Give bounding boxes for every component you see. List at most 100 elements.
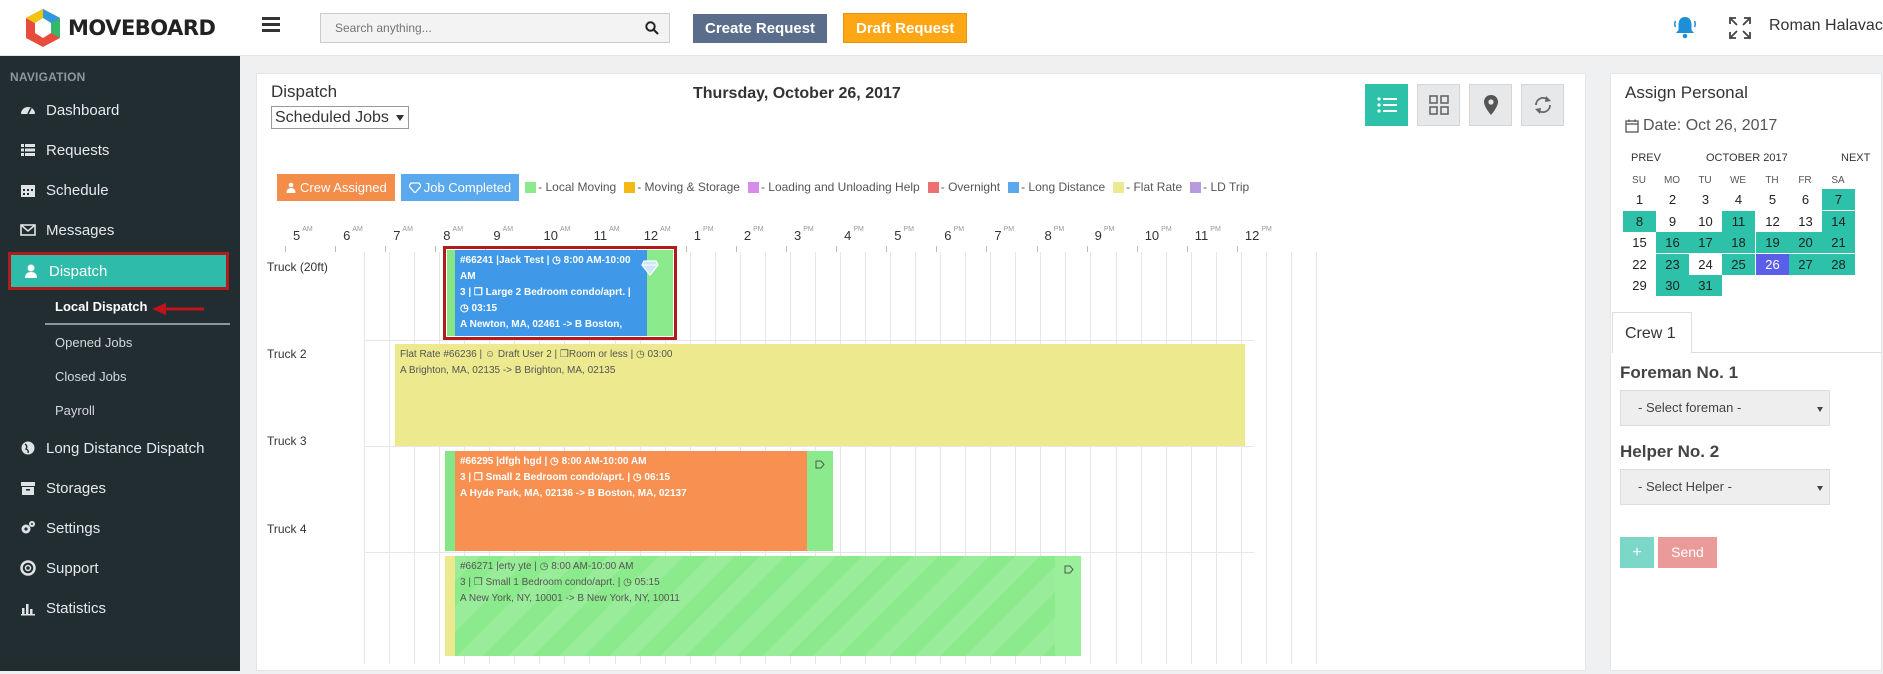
hour-tick: [335, 246, 337, 252]
calendar-day[interactable]: 11: [1722, 210, 1755, 232]
calendar-day[interactable]: 31: [1689, 275, 1722, 296]
foreman-select[interactable]: - Select foreman -: [1620, 390, 1830, 426]
job-card-66271[interactable]: #66271 |erty yte | ◷ 8:00 AM-10:00 AM 3 …: [455, 556, 1055, 656]
calendar-day[interactable]: 29: [1632, 278, 1647, 293]
create-request-button[interactable]: Create Request: [693, 14, 828, 43]
calendar-day[interactable]: 24: [1698, 256, 1713, 272]
calendar-icon: [1625, 119, 1639, 133]
hour-label: 6 AM: [343, 226, 363, 243]
sidebar-sub-payroll[interactable]: Payroll: [55, 403, 95, 418]
calendar-day[interactable]: 4: [1734, 192, 1743, 207]
diamond-icon: [408, 181, 421, 193]
sidebar-item-dashboard[interactable]: Dashboard: [0, 90, 240, 130]
sidebar-item-label: Requests: [46, 141, 110, 159]
hour-tick: [635, 246, 637, 252]
logo[interactable]: MOVEBOARD: [22, 6, 216, 50]
grid-line: [1315, 252, 1317, 664]
job-filter-select[interactable]: Scheduled Jobs: [271, 106, 409, 129]
sidebar-item-storages[interactable]: Storages: [0, 468, 240, 508]
calendar-day[interactable]: 15: [1632, 235, 1647, 250]
calendar-day[interactable]: 8: [1623, 210, 1656, 232]
job-details: 3 | ❒ Small 2 Bedroom condo/aprt. | ◷ 06…: [460, 472, 671, 483]
legend-flat-rate: - Flat Rate: [1113, 180, 1182, 194]
sidebar-item-dispatch[interactable]: Dispatch: [8, 252, 229, 290]
grid-line: [839, 252, 841, 664]
job-header: #66241 |Jack Test | ◷ 8:00 AM-10:00 AM: [460, 255, 631, 282]
calendar-day[interactable]: 9: [1668, 213, 1677, 229]
calendar-day[interactable]: 21: [1822, 232, 1855, 253]
job-card-66295[interactable]: #66295 |dfgh hgd | ◷ 8:00 AM-10:00 AM 3 …: [455, 451, 807, 551]
sidebar-sub-local-dispatch[interactable]: Local Dispatch: [55, 299, 148, 314]
grid-line: [1215, 252, 1217, 664]
sidebar-item-label: Messages: [46, 221, 115, 239]
sidebar-item-requests[interactable]: Requests: [0, 130, 240, 170]
calendar-day[interactable]: 23: [1656, 253, 1689, 275]
job-card-66236[interactable]: Flat Rate #66236 | ☺ Draft User 2 | ❒Roo…: [395, 344, 1245, 446]
search-input[interactable]: [321, 14, 631, 42]
calendar-day[interactable]: 10: [1698, 213, 1713, 229]
hour-label: 9 AM: [493, 226, 514, 243]
calendar-day[interactable]: 2: [1668, 192, 1677, 207]
calendar-day[interactable]: 16: [1656, 232, 1689, 253]
sidebar-item-statistics[interactable]: Statistics: [0, 588, 240, 628]
notification-bell-icon[interactable]: [1674, 15, 1696, 39]
assign-date: Date: Oct 26, 2017: [1625, 117, 1777, 135]
calendar-day[interactable]: 30: [1656, 275, 1689, 296]
sidebar-item-label: Statistics: [46, 599, 107, 617]
search-icon[interactable]: [645, 21, 659, 35]
grid-line: [1040, 252, 1042, 664]
grid-line: [414, 252, 416, 664]
hour-label: 11 AM: [593, 226, 620, 243]
calendar-day[interactable]: 26: [1756, 253, 1789, 275]
hour-tick: [1036, 246, 1038, 252]
sidebar-item-long-distance-dispatch[interactable]: Long Distance Dispatch: [0, 428, 240, 468]
grid-line: [890, 252, 892, 664]
tab-crew-1[interactable]: Crew 1: [1612, 312, 1692, 353]
calendar-day[interactable]: 14: [1822, 210, 1855, 232]
calendar-day[interactable]: 17: [1689, 232, 1722, 253]
sidebar-item-schedule[interactable]: Schedule: [0, 170, 240, 210]
calendar-day[interactable]: 6: [1801, 192, 1810, 207]
calendar-day[interactable]: 20: [1789, 232, 1822, 253]
calendar-day[interactable]: 22: [1632, 256, 1647, 272]
calendar-day[interactable]: 27: [1789, 253, 1822, 275]
sidebar-item-label: Storages: [46, 479, 107, 497]
user-name[interactable]: Roman Halavach: [1769, 17, 1883, 34]
send-button[interactable]: Send: [1658, 537, 1717, 568]
calendar-day[interactable]: 25: [1722, 253, 1755, 275]
map-pin-icon: [1483, 95, 1498, 115]
sidebar-item-support[interactable]: Support: [0, 548, 240, 588]
fullscreen-icon[interactable]: [1728, 16, 1752, 40]
list-view-button[interactable]: [1365, 84, 1408, 126]
refresh-button[interactable]: [1521, 84, 1564, 126]
calendar-day[interactable]: 1: [1635, 192, 1644, 207]
sidebar-sub-closed-jobs[interactable]: Closed Jobs: [55, 369, 127, 384]
grid-view-button[interactable]: [1417, 84, 1460, 126]
calendar-day[interactable]: 3: [1701, 192, 1710, 207]
calendar-day[interactable]: 18: [1722, 232, 1755, 253]
calendar-month: OCTOBER 2017: [1706, 152, 1788, 164]
calendar-day[interactable]: 12: [1765, 213, 1780, 229]
calendar-day[interactable]: 5: [1768, 192, 1777, 207]
tab-divider: [1691, 352, 1881, 353]
calendar-day[interactable]: 13: [1798, 213, 1813, 229]
draft-request-button[interactable]: Draft Request: [843, 13, 968, 43]
calendar-day[interactable]: 7: [1822, 189, 1855, 210]
calendar-prev[interactable]: PREV: [1631, 152, 1661, 164]
calendar-day[interactable]: 19: [1756, 232, 1789, 253]
hour-label: 8 AM: [443, 226, 464, 243]
sidebar-sub-opened-jobs[interactable]: Opened Jobs: [55, 335, 133, 350]
map-view-button[interactable]: [1469, 84, 1512, 126]
hour-tick: [986, 246, 988, 252]
calendar-next[interactable]: NEXT: [1841, 152, 1871, 164]
sidebar-item-messages[interactable]: Messages: [0, 210, 240, 250]
add-helper-button[interactable]: +: [1620, 537, 1654, 568]
grid-icon: [1428, 95, 1449, 115]
hour-tick: [735, 246, 737, 252]
hour-tick: [836, 246, 838, 252]
menu-toggle-icon[interactable]: [262, 17, 280, 35]
sidebar-item-settings[interactable]: Settings: [0, 508, 240, 548]
helper-select[interactable]: - Select Helper -: [1620, 469, 1830, 505]
job-card-66241[interactable]: #66241 |Jack Test | ◷ 8:00 AM-10:00 AM 3…: [455, 250, 647, 336]
calendar-day[interactable]: 28: [1822, 253, 1855, 275]
